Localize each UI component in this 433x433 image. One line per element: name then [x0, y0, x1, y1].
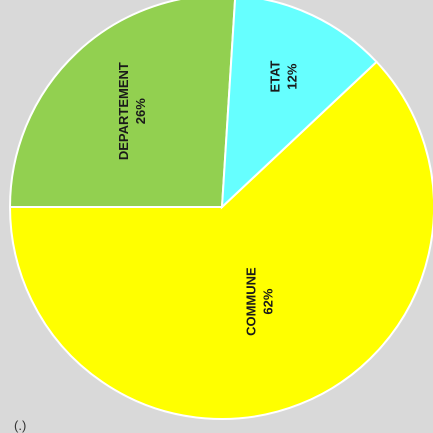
- slice-percent-etat: 12%: [284, 63, 299, 89]
- pie-slice-commune: [8, 60, 433, 420]
- corner-mark: (.): [14, 418, 27, 433]
- slice-name-commune: COMMUNE: [243, 267, 258, 336]
- slice-label-departement: DEPARTEMENT 26%: [116, 62, 148, 160]
- slice-label-etat: ETAT 12%: [267, 60, 299, 92]
- slice-name-etat: ETAT: [267, 60, 282, 92]
- pie-slice-departement: [8, 0, 237, 208]
- slice-percent-commune: 62%: [260, 288, 275, 314]
- pie-slice-etat: [220, 0, 378, 210]
- slice-name-departement: DEPARTEMENT: [116, 62, 131, 160]
- slice-percent-departement: 26%: [133, 98, 148, 124]
- slice-label-commune: COMMUNE 62%: [243, 267, 275, 336]
